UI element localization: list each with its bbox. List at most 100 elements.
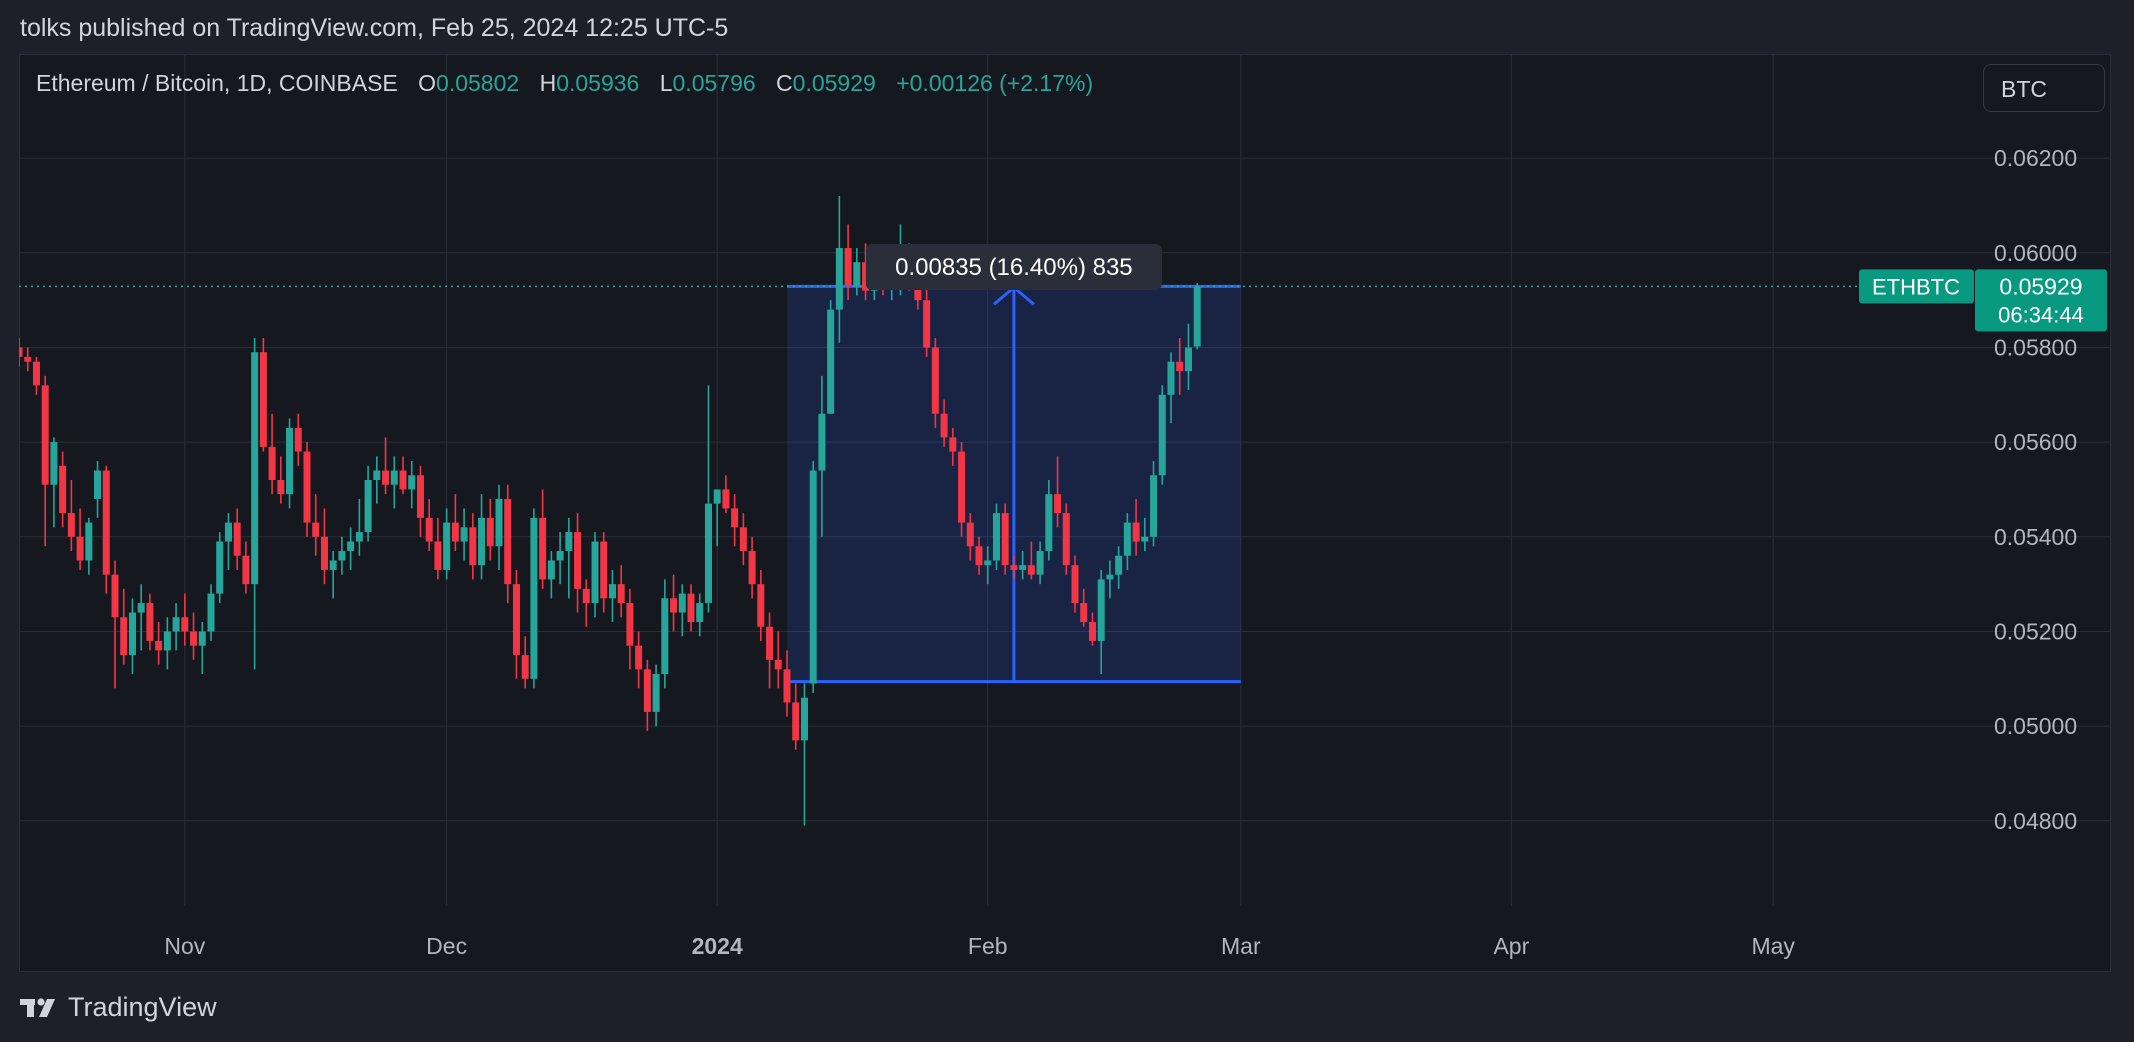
candle-body [600,541,608,599]
candle-body [1010,565,1018,570]
symbol-tag-label: ETHBTC [1872,274,1960,299]
candle-body [224,522,232,542]
candle-body [277,480,285,495]
candle-body [984,560,992,566]
candle-body [1167,361,1175,395]
candle-body [1132,522,1140,542]
candle-body [373,470,381,480]
candle-body [163,631,171,651]
candle-body [696,603,704,622]
candle-body [495,498,503,547]
candle-body [120,617,128,656]
candle-body [1150,475,1158,537]
candle-body [59,465,67,514]
close-value: 0.05929 [792,70,876,96]
candle-body [137,603,145,613]
candle-body [390,470,398,485]
y-tick-label: 0.04800 [1994,808,2077,834]
candle-body [687,593,695,622]
candle-body [102,470,110,575]
candle-body [216,541,224,594]
candle-body [530,517,538,679]
candle-body [975,546,983,566]
candle-body [1193,286,1201,347]
currency-button[interactable]: BTC [1983,64,2105,112]
candle-body [914,285,922,301]
candle-body [320,536,328,570]
candle-body [931,347,939,414]
x-tick-label: May [1751,933,1795,959]
candle-body [1158,394,1166,476]
candle-body [940,413,948,438]
candlestick-chart[interactable]: 0.06200 0.06000 0.05800 0.05600 0.05400 0.052… [19,54,2111,972]
candle-body [1115,555,1123,575]
candle-body [1141,536,1149,542]
candle-body [862,262,870,291]
candle-body [50,442,58,485]
candle-body [1097,579,1105,641]
candle-body [783,669,791,703]
candle-body [835,248,843,310]
candle-body [608,584,616,599]
candle-body [259,352,267,447]
symbol-description[interactable]: Ethereum / Bitcoin, 1D, COINBASE [36,70,398,96]
candle-body [844,248,852,286]
candle-body [713,489,721,504]
candle-body [574,532,582,589]
symbol-tag [1859,269,1974,304]
candle-body [451,522,459,542]
candle-body [242,555,250,585]
candle-body [172,617,180,632]
y-tick-label: 0.05200 [1994,618,2077,644]
candle-body [923,300,931,348]
candle-body [539,517,547,580]
candle-body [85,522,93,561]
candle-body [67,513,75,537]
high-value: 0.05936 [556,70,640,96]
candle-body [303,451,311,523]
candle-body [94,470,102,499]
x-tick-label: 2024 [692,933,743,959]
tradingview-logo-icon [20,997,55,1017]
candle-body [818,413,826,471]
candle-body [1019,565,1027,570]
candle-body [582,588,590,604]
candle-body [661,598,669,675]
candle-body [382,470,390,485]
candle-body [312,522,320,537]
y-tick-label: 0.05000 [1994,713,2077,739]
candle-body [486,517,494,547]
candle-body [556,551,564,561]
candle-body [792,702,800,741]
candle-body [1080,603,1088,622]
candle-body [19,347,23,357]
price-badge-value: 0.05929 [1999,273,2082,299]
candle-body [949,437,957,452]
candle-body [809,470,817,684]
candle-body [766,626,774,660]
price-badge [1975,269,2107,332]
candle-body [146,603,154,641]
candle-body [460,527,468,542]
y-tick-label: 0.06000 [1994,240,2077,266]
candle-body [181,617,189,632]
y-tick-label: 0.05600 [1994,429,2077,455]
open-label: O [418,70,437,96]
candle-body [408,475,416,490]
candle-body [565,532,573,551]
tradingview-branding[interactable]: TradingView [20,992,217,1023]
candle-body [521,655,529,679]
x-tick-label: Feb [968,933,1008,959]
measure-label-box [865,244,1162,290]
x-tick-label: Mar [1221,933,1261,959]
candle-body [207,593,215,632]
candle-body [1045,494,1053,551]
candle-body [643,669,651,712]
candle-body [626,603,634,646]
high-label: H [539,70,557,96]
candle-body [739,527,747,551]
open-value: 0.05802 [436,70,520,96]
y-tick-label: 0.05800 [1994,334,2077,360]
x-tick-label: Dec [426,933,467,959]
candle-body [992,513,1000,561]
